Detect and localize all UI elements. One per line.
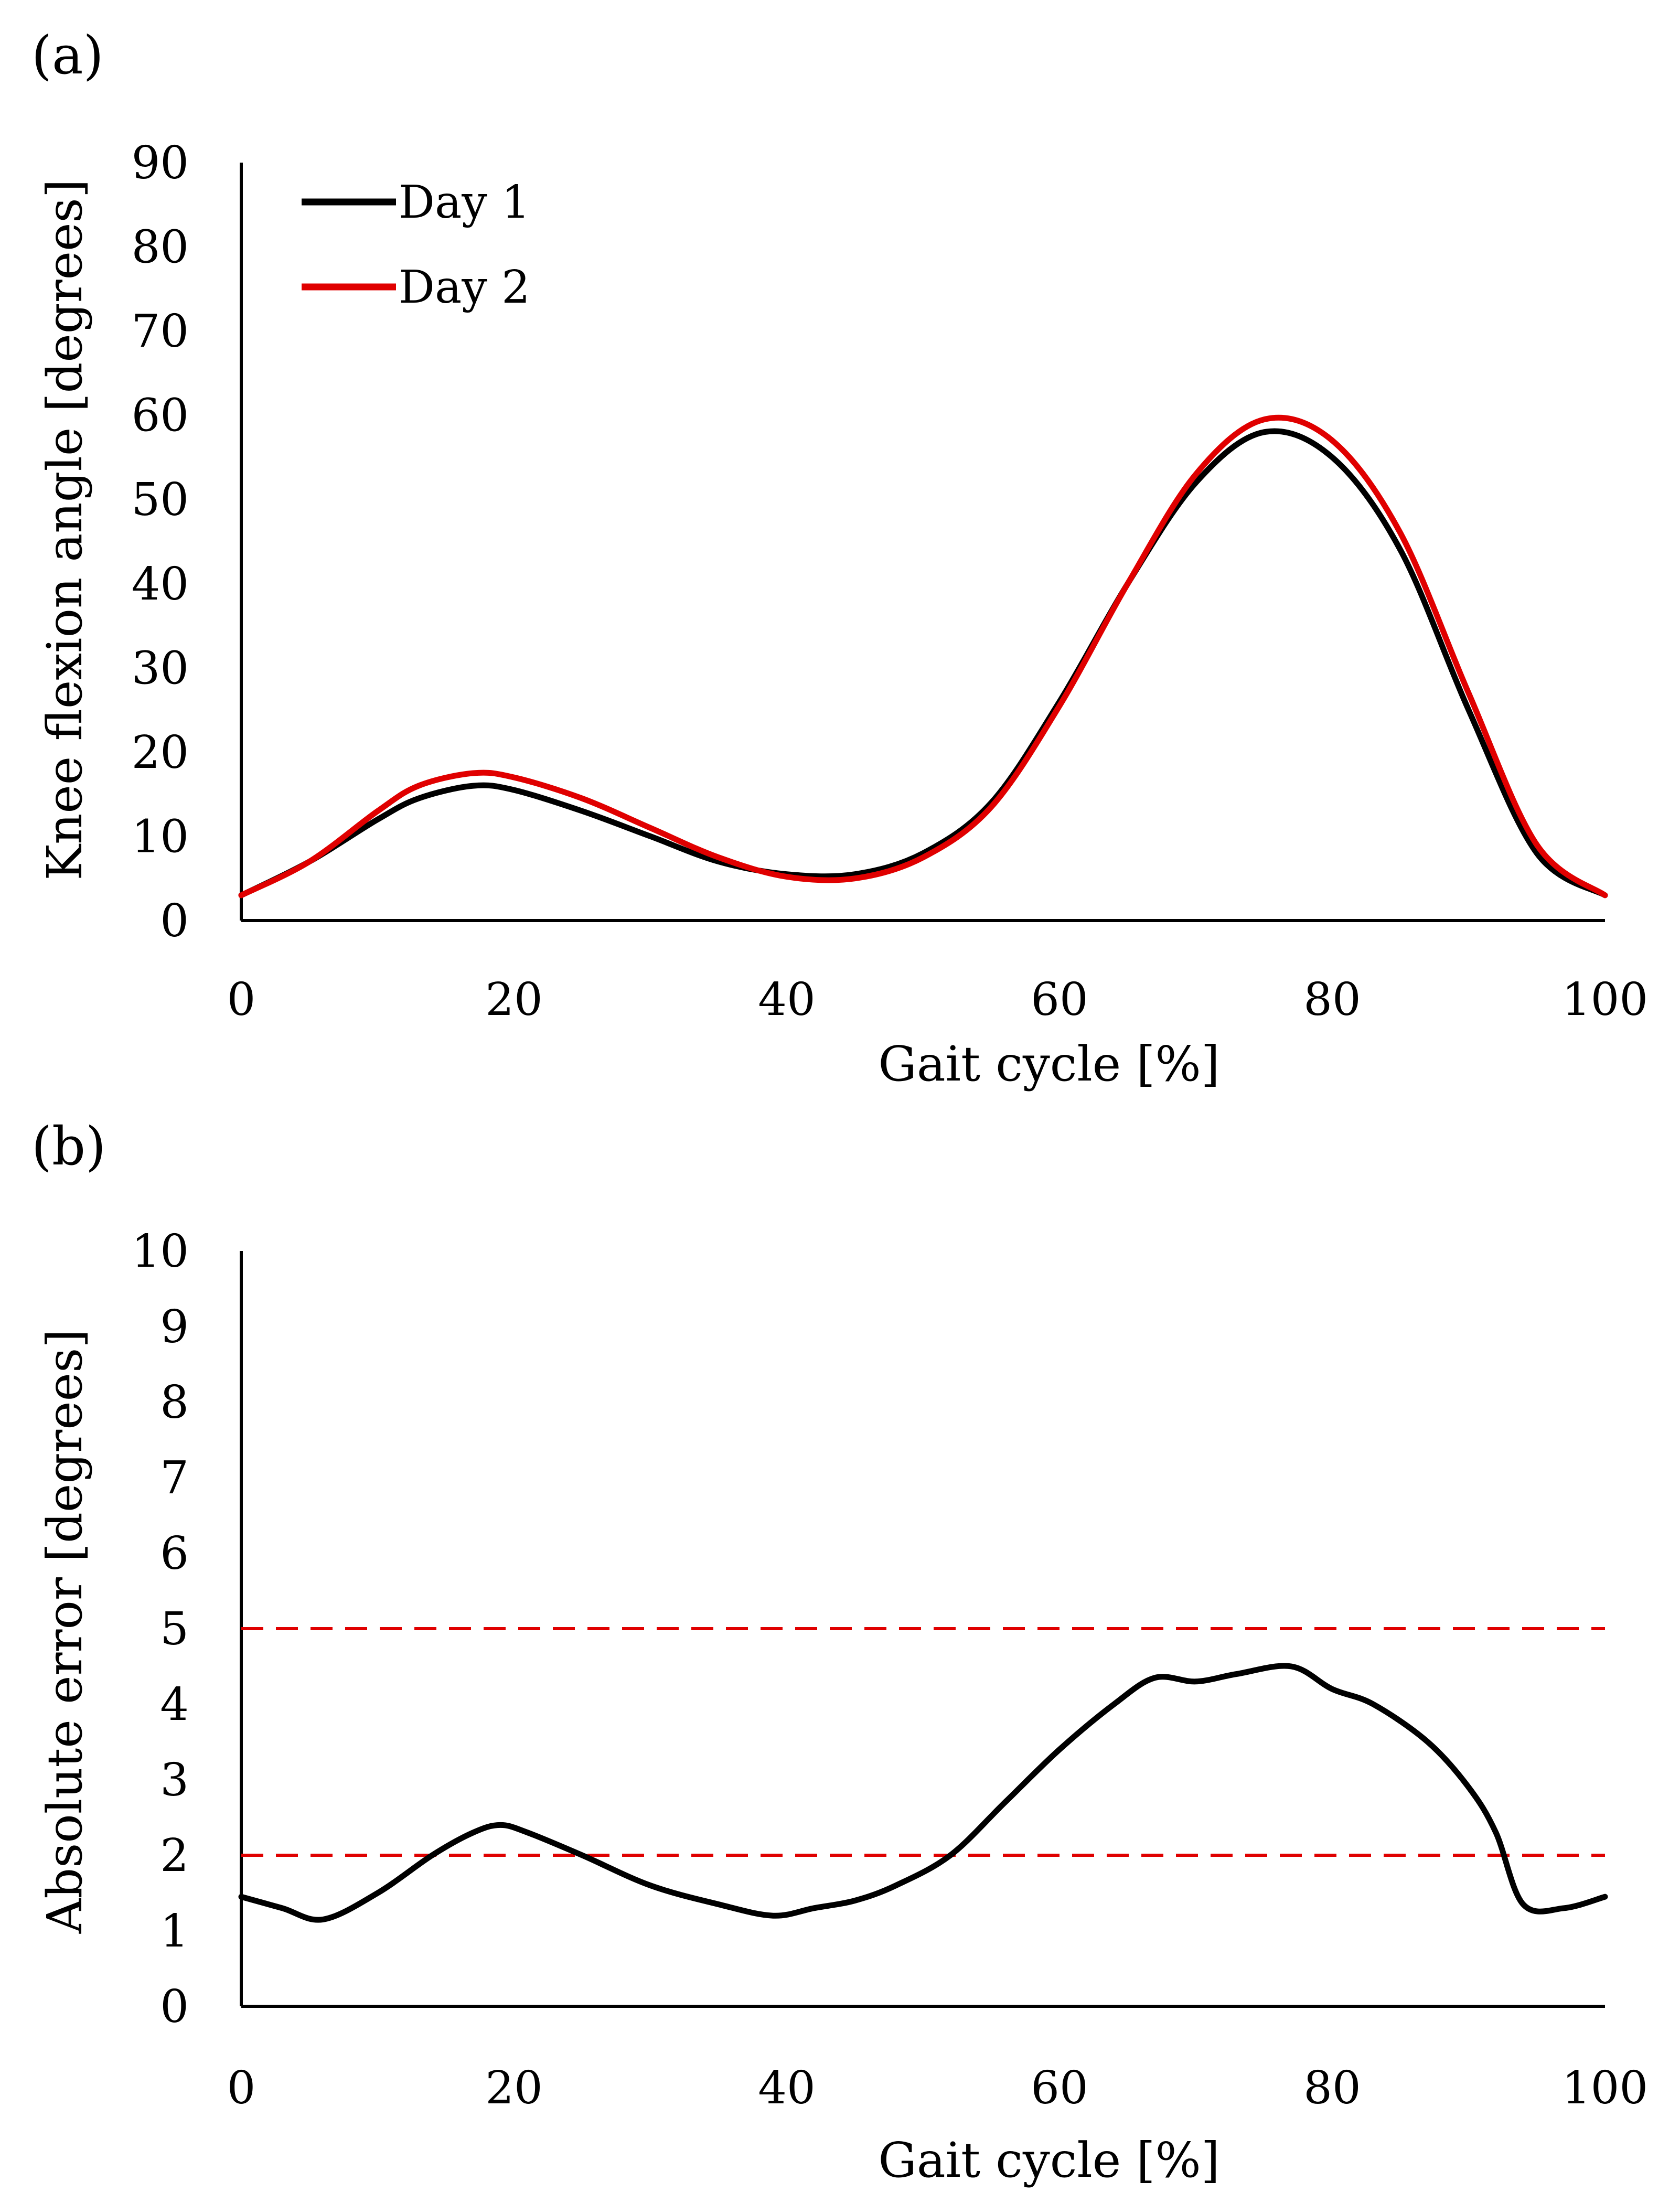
y-tick-label: 70 xyxy=(132,305,189,358)
panel-a-knee-flexion-chart: (a) 0 10 20 30 40 50 60 70 80 90 0 20 40 60 80 100 Gai… xyxy=(31,25,1648,1092)
x-tick-label: 100 xyxy=(1562,2062,1648,2114)
y-tick-label: 40 xyxy=(132,558,189,611)
x-tick-label: 60 xyxy=(1031,2062,1088,2114)
x-tick-label: 0 xyxy=(227,2062,256,2114)
y-tick-label: 8 xyxy=(160,1376,189,1429)
y-tick-label: 1 xyxy=(160,1905,189,1958)
panel-a-y-axis-title: Knee flexion angle [degrees] xyxy=(37,179,93,880)
y-tick-label: 30 xyxy=(132,642,189,694)
x-tick-label: 100 xyxy=(1562,974,1648,1026)
panel-b-reference-lines xyxy=(241,1627,1605,1857)
y-tick-label: 80 xyxy=(132,221,189,274)
panel-a-x-axis-title: Gait cycle [%] xyxy=(878,1036,1219,1092)
x-tick-label: 20 xyxy=(485,974,542,1026)
legend-label-day-1: Day 1 xyxy=(399,176,530,229)
y-tick-label: 0 xyxy=(160,1981,189,2033)
y-tick-label: 5 xyxy=(160,1603,189,1655)
x-tick-label: 80 xyxy=(1303,2062,1361,2114)
series-line-day-1 xyxy=(238,428,1608,899)
x-tick-label: 80 xyxy=(1303,974,1361,1026)
y-tick-label: 0 xyxy=(160,895,189,947)
series-line-day-2 xyxy=(238,414,1608,899)
y-tick-label: 2 xyxy=(160,1830,189,1882)
series-line-absolute-error xyxy=(238,1663,1608,1923)
x-tick-label: 20 xyxy=(485,2062,542,2114)
y-tick-label: 50 xyxy=(132,474,189,526)
legend-label-day-2: Day 2 xyxy=(399,261,530,314)
y-tick-label: 20 xyxy=(132,726,189,779)
panel-b-absolute-error-chart: (b) 0 1 2 3 4 5 6 7 8 9 10 0 20 40 60 80 100 Gait cycle… xyxy=(31,1116,1648,2188)
x-tick-label: 60 xyxy=(1031,974,1088,1026)
x-tick-label: 40 xyxy=(758,974,815,1026)
panel-b-x-axis-title: Gait cycle [%] xyxy=(878,2132,1219,2188)
y-tick-label: 7 xyxy=(160,1452,189,1504)
panel-a-y-tick-labels: 0 10 20 30 40 50 60 70 80 90 xyxy=(132,137,189,947)
y-tick-label: 90 xyxy=(132,137,189,189)
panel-b-x-tick-labels: 0 20 40 60 80 100 xyxy=(227,2062,1648,2114)
panel-a-label: (a) xyxy=(31,25,104,86)
y-tick-label: 9 xyxy=(160,1301,189,1353)
panel-a-legend: Day 1 Day 2 xyxy=(302,176,530,314)
y-tick-label: 4 xyxy=(160,1678,189,1731)
x-tick-label: 40 xyxy=(758,2062,815,2114)
y-tick-label: 6 xyxy=(160,1527,189,1580)
panel-a-series-lines xyxy=(238,414,1608,899)
panel-a-axes xyxy=(240,163,1605,922)
panel-b-y-axis-title: Absolute error [degrees] xyxy=(37,1329,93,1934)
y-tick-label: 60 xyxy=(132,390,189,442)
panel-b-series-lines xyxy=(238,1663,1608,1923)
panel-a-x-tick-labels: 0 20 40 60 80 100 xyxy=(227,974,1648,1026)
y-tick-label: 10 xyxy=(132,810,189,863)
y-tick-label: 10 xyxy=(132,1225,189,1278)
y-tick-label: 3 xyxy=(160,1754,189,1806)
x-tick-label: 0 xyxy=(227,974,256,1026)
panel-b-y-tick-labels: 0 1 2 3 4 5 6 7 8 9 10 xyxy=(132,1225,189,2033)
panel-b-label: (b) xyxy=(31,1116,106,1177)
